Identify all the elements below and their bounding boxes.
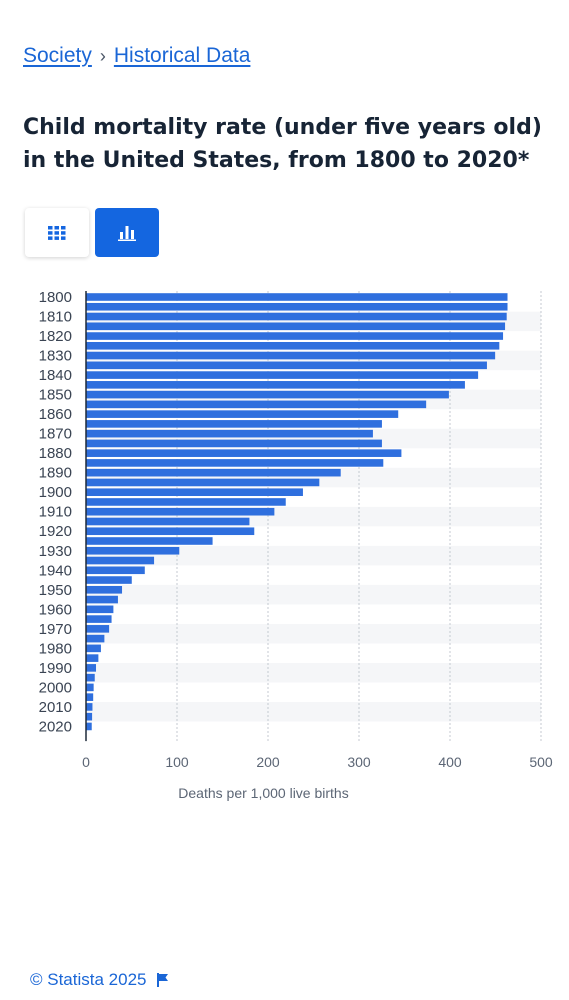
x-tick-label: 200	[256, 754, 280, 770]
y-tick-label: 1880	[39, 445, 72, 462]
bar-1910[interactable]	[86, 507, 275, 516]
x-tick-label: 100	[165, 754, 189, 770]
bar-2015[interactable]	[86, 712, 93, 721]
bar-1815[interactable]	[86, 322, 506, 331]
bar-2000[interactable]	[86, 683, 94, 692]
bar-1960[interactable]	[86, 605, 114, 614]
bar-1975[interactable]	[86, 634, 105, 643]
y-tick-label: 2020	[39, 718, 72, 735]
y-tick-label: 1970	[39, 621, 72, 638]
bar-1990[interactable]	[86, 664, 97, 672]
bar-1805[interactable]	[86, 302, 508, 311]
bar-1905[interactable]	[86, 498, 286, 506]
bar-1940[interactable]	[86, 566, 145, 575]
bar-1855[interactable]	[86, 400, 427, 409]
gridlines	[176, 291, 542, 742]
y-tick-label: 2000	[39, 679, 72, 696]
bar-1825[interactable]	[86, 342, 500, 350]
bars	[86, 293, 508, 731]
bar-1840[interactable]	[86, 371, 479, 379]
row-band	[86, 545, 541, 566]
y-tick-label: 1960	[39, 601, 72, 618]
bar-1965[interactable]	[86, 615, 112, 623]
bar-1920[interactable]	[86, 527, 255, 536]
bar-2005[interactable]	[86, 693, 94, 701]
x-tick-label: 0	[82, 754, 90, 770]
table-view-button[interactable]	[25, 208, 89, 257]
bar-1820[interactable]	[86, 332, 504, 340]
bar-1925[interactable]	[86, 537, 213, 545]
row-band	[86, 663, 541, 683]
bar-1985[interactable]	[86, 654, 99, 662]
bar-chart-icon	[118, 225, 136, 241]
y-tick-label: 1940	[39, 562, 72, 579]
y-tick-label: 1910	[39, 504, 72, 521]
y-tick-label: 1900	[39, 484, 72, 501]
bar-1850[interactable]	[86, 390, 449, 399]
page-title: Child mortality rate (under five years o…	[23, 115, 542, 173]
bar-1915[interactable]	[86, 517, 250, 526]
bar-1800[interactable]	[86, 293, 508, 301]
y-tick-label: 1920	[39, 523, 72, 540]
bar-2020[interactable]	[86, 722, 92, 731]
y-tick-label: 2010	[39, 699, 72, 716]
y-tick-label: 1870	[39, 426, 72, 443]
flag-icon[interactable]	[156, 973, 169, 987]
row-band	[86, 584, 541, 605]
y-tick-label: 1830	[39, 348, 72, 365]
x-tick-label: 500	[529, 754, 553, 770]
breadcrumb-separator: ›	[99, 45, 106, 66]
table-grid-icon	[48, 225, 66, 240]
x-tick-label: 400	[438, 754, 462, 770]
y-tick-label: 1990	[39, 660, 72, 677]
breadcrumb: Society › Historical Data	[23, 44, 250, 68]
footer: © Statista 2025	[30, 970, 169, 990]
chart-view-button[interactable]	[95, 208, 159, 257]
bar-1865[interactable]	[86, 420, 382, 428]
bar-1890[interactable]	[86, 468, 341, 477]
bar-1895[interactable]	[86, 478, 320, 487]
bar-1970[interactable]	[86, 625, 110, 633]
bar-1875[interactable]	[86, 439, 382, 448]
bar-1885[interactable]	[86, 459, 384, 467]
bar-1870[interactable]	[86, 429, 373, 438]
bar-1835[interactable]	[86, 361, 487, 370]
bar-1980[interactable]	[86, 644, 101, 653]
breadcrumb-society-link[interactable]: Society	[23, 44, 92, 67]
bar-1945[interactable]	[86, 576, 132, 584]
y-tick-label: 1810	[39, 309, 72, 326]
bar-1930[interactable]	[86, 546, 180, 555]
bar-1900[interactable]	[86, 488, 303, 496]
y-tick-label: 1850	[39, 387, 72, 404]
y-tick-label: 1890	[39, 465, 72, 482]
bar-1810[interactable]	[86, 312, 507, 321]
y-tick-label: 1950	[39, 582, 72, 599]
bar-1995[interactable]	[86, 673, 95, 682]
y-axis-labels: 1800 1810 1820 1830 1840 1850 1860 1870 1880 1890…	[39, 289, 72, 735]
row-band	[86, 702, 541, 722]
y-tick-label: 1840	[39, 367, 72, 384]
x-axis-title: Deaths per 1,000 live births	[178, 785, 348, 801]
x-axis-labels: 0 100 200 300 400 500	[82, 754, 553, 770]
bar-1845[interactable]	[86, 381, 465, 389]
y-tick-label: 1980	[39, 640, 72, 657]
bar-1950[interactable]	[86, 586, 123, 594]
y-tick-label: 1930	[39, 543, 72, 560]
row-bands	[86, 311, 541, 722]
bar-1860[interactable]	[86, 410, 399, 418]
x-tick-label: 300	[347, 754, 371, 770]
row-band	[86, 623, 541, 644]
view-toggle	[25, 208, 159, 257]
bar-1955[interactable]	[86, 595, 118, 604]
bar-1830[interactable]	[86, 351, 496, 360]
y-tick-label: 1860	[39, 406, 72, 423]
breadcrumb-historical-data-link[interactable]: Historical Data	[113, 44, 251, 67]
y-tick-label: 1820	[39, 328, 72, 345]
copyright-text[interactable]: © Statista 2025	[30, 970, 147, 989]
bar-1880[interactable]	[86, 449, 402, 457]
y-tick-label: 1800	[39, 289, 72, 306]
bar-chart: 1800 1810 1820 1830 1840 1850 1860 1870 1880 1890…	[39, 289, 553, 801]
bar-2010[interactable]	[86, 703, 93, 711]
bar-1935[interactable]	[86, 556, 155, 565]
